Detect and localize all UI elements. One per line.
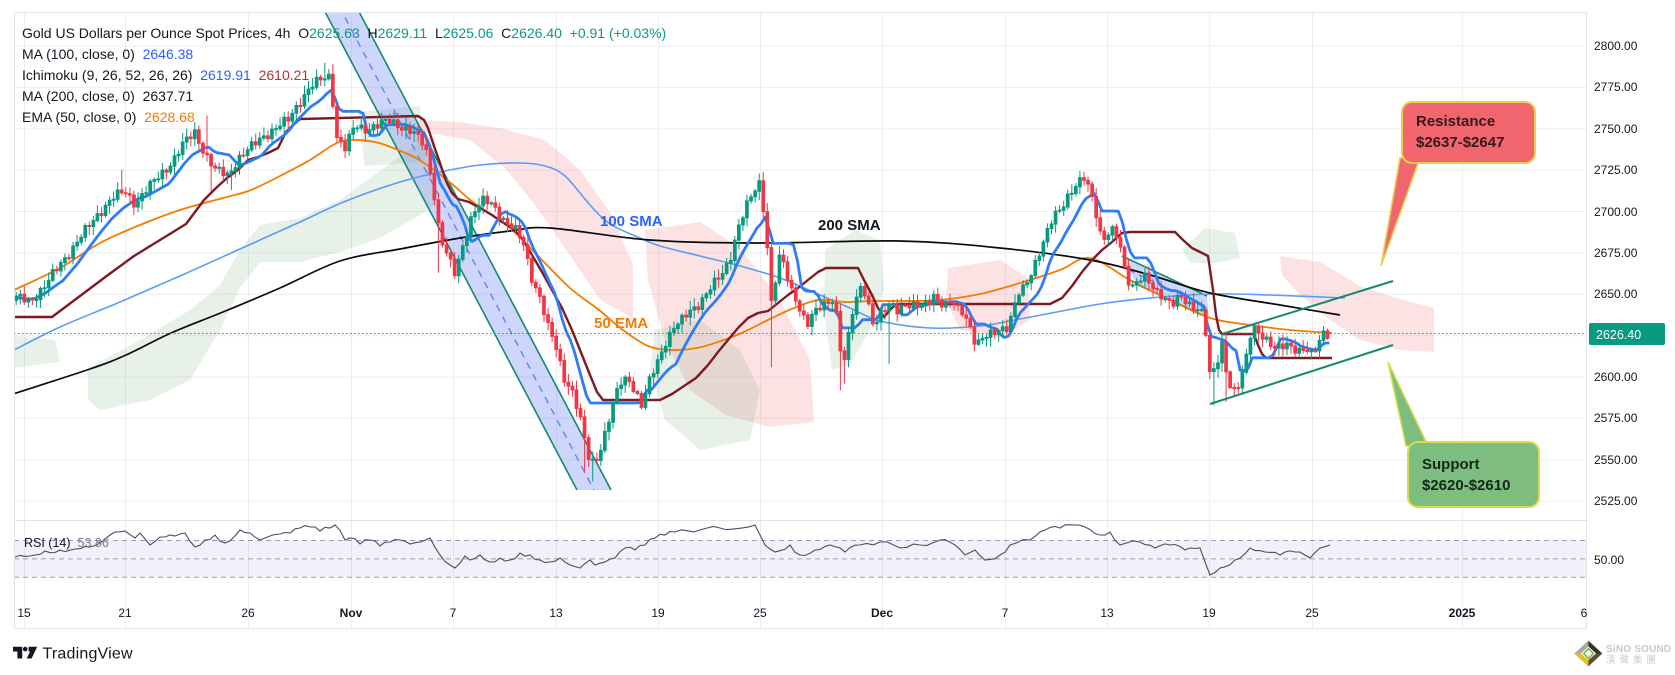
svg-text:19: 19	[651, 606, 665, 620]
svg-text:漢聲集團: 漢聲集團	[1606, 654, 1660, 666]
svg-text:SiNO SOUND: SiNO SOUND	[1606, 644, 1671, 655]
svg-text:13: 13	[1100, 606, 1114, 620]
svg-text:100 SMA: 100 SMA	[600, 213, 663, 230]
svg-text:2575.00: 2575.00	[1594, 411, 1638, 425]
svg-text:2750.00: 2750.00	[1594, 122, 1638, 136]
svg-text:2650.00: 2650.00	[1594, 287, 1638, 301]
svg-text:EMA (50, close, 0) 2628.68: EMA (50, close, 0) 2628.68	[22, 109, 195, 125]
svg-text:6: 6	[1581, 606, 1588, 620]
svg-text:2800.00: 2800.00	[1594, 39, 1638, 53]
svg-text:Ichimoku (9, 26, 52, 26, 26): Ichimoku (9, 26, 52, 26, 26) 2619.91 261…	[22, 67, 309, 83]
svg-text:21: 21	[118, 606, 132, 620]
svg-text:2600.00: 2600.00	[1594, 370, 1638, 384]
svg-text:2025: 2025	[1449, 606, 1476, 620]
svg-text:Nov: Nov	[340, 606, 363, 620]
svg-text:25: 25	[1305, 606, 1319, 620]
svg-text:15: 15	[17, 606, 31, 620]
svg-text:7: 7	[450, 606, 457, 620]
svg-text:26: 26	[241, 606, 255, 620]
svg-text:2550.00: 2550.00	[1594, 453, 1638, 467]
svg-text:50 EMA: 50 EMA	[594, 315, 648, 332]
svg-text:TradingView: TradingView	[43, 646, 133, 663]
svg-text:2775.00: 2775.00	[1594, 80, 1638, 94]
svg-text:2626.40: 2626.40	[1596, 328, 1641, 342]
svg-text:MA (100, close, 0) 2646.38: MA (100, close, 0) 2646.38	[22, 46, 193, 62]
svg-text:Dec: Dec	[871, 606, 893, 620]
svg-text:7: 7	[1002, 606, 1009, 620]
svg-text:25: 25	[753, 606, 767, 620]
svg-text:2725.00: 2725.00	[1594, 163, 1638, 177]
svg-text:19: 19	[1202, 606, 1216, 620]
svg-text:$2637-$2647: $2637-$2647	[1416, 134, 1504, 151]
svg-text:RSI (14) 53.86: RSI (14) 53.86	[24, 536, 109, 550]
svg-text:2700.00: 2700.00	[1594, 205, 1638, 219]
svg-text:MA (200, close, 0) 2637.71: MA (200, close, 0) 2637.71	[22, 88, 193, 104]
svg-text:Gold US Dollars per Ounce Spot: Gold US Dollars per Ounce Spot Prices, 4…	[22, 25, 666, 41]
svg-text:50.00: 50.00	[1594, 553, 1624, 567]
svg-text:Resistance: Resistance	[1416, 113, 1495, 130]
svg-text:13: 13	[549, 606, 563, 620]
svg-text:2675.00: 2675.00	[1594, 246, 1638, 260]
svg-text:Support: Support	[1422, 456, 1480, 473]
svg-text:2525.00: 2525.00	[1594, 494, 1638, 508]
svg-text:$2620-$2610: $2620-$2610	[1422, 477, 1510, 494]
svg-text:200 SMA: 200 SMA	[818, 217, 881, 234]
